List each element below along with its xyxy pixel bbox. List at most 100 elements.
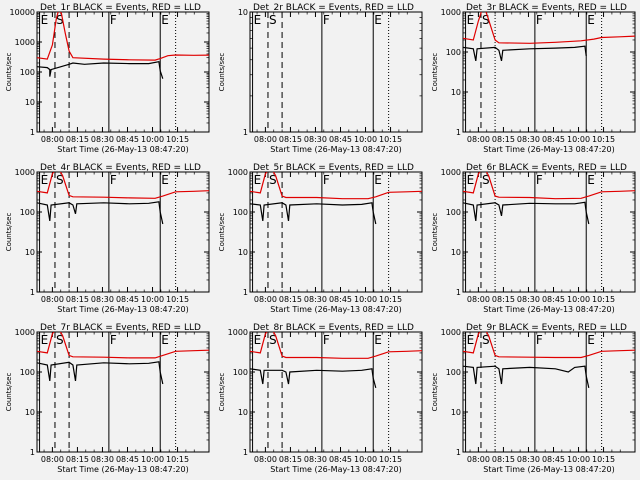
event-marker-label: E <box>587 173 595 187</box>
y-tick-label: 1000 <box>15 168 35 177</box>
event-marker-label: F <box>110 13 117 27</box>
event-marker-label: E <box>254 173 262 187</box>
x-tick-label: 10:15 <box>166 295 189 304</box>
x-tick-label: 08:30 <box>304 455 327 464</box>
y-tick-label: 10 <box>25 248 35 257</box>
events-series-line <box>463 45 587 62</box>
panel-8: Det_8r BLACK = Events, RED = LLD Start Ti… <box>218 323 423 474</box>
panel-5: Det_5r BLACK = Events, RED = LLD Start Ti… <box>218 163 423 314</box>
x-tick-label: 08:45 <box>116 135 139 144</box>
plot-frame <box>36 171 210 293</box>
x-tick-label: 08:15 <box>66 135 89 144</box>
x-tick-label: 08:30 <box>91 135 114 144</box>
y-tick-label: 1 <box>456 448 461 457</box>
x-tick-label: 08:15 <box>279 295 302 304</box>
x-axis-label: Start Time (26-May-13 08:47:20) <box>483 465 614 474</box>
lld-series-line <box>37 172 209 199</box>
x-axis-label: Start Time (26-May-13 08:47:20) <box>57 305 188 314</box>
event-marker-label: F <box>110 333 117 347</box>
x-tick-label: 10:00 <box>141 135 164 144</box>
event-marker-label: E <box>467 173 475 187</box>
y-axis-label: Counts/sec <box>431 53 439 92</box>
plot-frame <box>249 171 423 293</box>
event-marker-label: S <box>482 333 490 347</box>
x-tick-label: 10:00 <box>141 455 164 464</box>
events-series-line <box>250 202 377 225</box>
y-axis-label: Counts/sec <box>218 373 226 412</box>
event-marker-label: S <box>482 13 490 27</box>
x-tick-label: 08:45 <box>116 455 139 464</box>
x-axis-label: Start Time (26-May-13 08:47:20) <box>483 305 614 314</box>
panel-title: Det_5r BLACK = Events, RED = LLD <box>253 163 414 173</box>
y-axis-label: Counts/sec <box>431 373 439 412</box>
y-tick-label: 1 <box>30 288 35 297</box>
x-tick-label: 08:30 <box>304 295 327 304</box>
x-tick-label: 10:15 <box>166 455 189 464</box>
x-tick-label: 08:15 <box>279 135 302 144</box>
event-marker-label: F <box>323 173 330 187</box>
event-marker-label: E <box>587 13 595 27</box>
event-marker-label: E <box>41 333 49 347</box>
y-tick-label: 1000 <box>441 168 461 177</box>
lld-series-line <box>37 12 209 61</box>
y-tick-label: 1 <box>30 448 35 457</box>
panel-title: Det_7r BLACK = Events, RED = LLD <box>40 323 201 333</box>
panel-1: Det_1r BLACK = Events, RED = LLD Start Ti… <box>5 3 210 154</box>
y-tick-label: 1 <box>456 288 461 297</box>
x-tick-label: 08:15 <box>66 295 89 304</box>
event-marker-label: E <box>374 173 382 187</box>
x-axis-label: Start Time (26-May-13 08:47:20) <box>483 145 614 154</box>
plot-frame <box>462 11 636 133</box>
y-tick-label: 1000 <box>441 328 461 337</box>
y-axis-label: Counts/sec <box>5 53 13 92</box>
event-marker-label: E <box>467 13 475 27</box>
y-tick-label: 1 <box>243 288 248 297</box>
event-marker-label: E <box>161 333 169 347</box>
event-marker-label: E <box>587 333 595 347</box>
y-tick-label: 100 <box>233 208 248 217</box>
y-tick-label: 100 <box>446 368 461 377</box>
y-axis-label: Counts/sec <box>218 53 226 92</box>
lld-series-line <box>250 332 422 359</box>
event-marker-label: S <box>269 173 277 187</box>
y-tick-label: 10 <box>451 88 461 97</box>
y-tick-label: 1 <box>30 128 35 137</box>
x-tick-label: 10:00 <box>567 135 590 144</box>
event-marker-label: S <box>269 333 277 347</box>
y-tick-label: 1000 <box>15 328 35 337</box>
x-tick-label: 08:15 <box>492 455 515 464</box>
event-marker-label: F <box>536 13 543 27</box>
x-tick-label: 10:00 <box>354 295 377 304</box>
panel-6: Det_6r BLACK = Events, RED = LLD Start Ti… <box>431 163 636 314</box>
plot-frame <box>462 171 636 293</box>
y-axis-label: Counts/sec <box>431 213 439 252</box>
y-tick-label: 1000 <box>228 328 248 337</box>
event-marker-label: E <box>467 333 475 347</box>
y-tick-label: 10 <box>451 408 461 417</box>
y-tick-label: 10 <box>238 8 248 17</box>
x-tick-label: 10:00 <box>354 135 377 144</box>
x-tick-label: 10:00 <box>354 455 377 464</box>
event-marker-label: S <box>482 173 490 187</box>
y-tick-label: 1000 <box>228 168 248 177</box>
y-tick-label: 1000 <box>441 8 461 17</box>
y-tick-label: 10 <box>25 98 35 107</box>
plot-frame <box>36 11 210 133</box>
plot-frame <box>36 331 210 453</box>
y-tick-label: 10 <box>451 248 461 257</box>
y-tick-label: 1 <box>243 448 248 457</box>
x-tick-label: 08:00 <box>254 295 277 304</box>
lld-series-line <box>37 332 209 359</box>
panel-title: Det_4r BLACK = Events, RED = LLD <box>40 163 201 173</box>
x-tick-label: 10:15 <box>379 295 402 304</box>
event-marker-label: E <box>254 333 262 347</box>
y-tick-label: 1 <box>456 128 461 137</box>
x-tick-label: 08:30 <box>91 455 114 464</box>
x-tick-label: 10:15 <box>592 295 615 304</box>
x-tick-label: 10:00 <box>567 295 590 304</box>
y-tick-label: 100 <box>446 48 461 57</box>
y-tick-label: 10000 <box>10 8 35 17</box>
x-tick-label: 08:00 <box>467 295 490 304</box>
x-tick-label: 08:30 <box>517 455 540 464</box>
